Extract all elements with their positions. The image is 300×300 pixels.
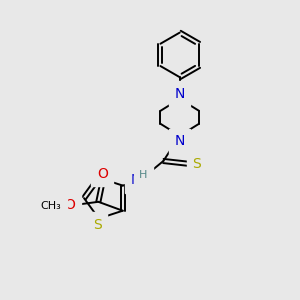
Text: N: N [175, 134, 185, 148]
Text: N: N [175, 86, 185, 100]
Text: H: H [139, 170, 148, 180]
Text: CH₃: CH₃ [40, 201, 61, 211]
Text: O: O [97, 167, 108, 181]
Text: S: S [93, 218, 102, 232]
Text: O: O [64, 198, 75, 212]
Text: N: N [130, 173, 141, 187]
Text: S: S [192, 157, 201, 171]
